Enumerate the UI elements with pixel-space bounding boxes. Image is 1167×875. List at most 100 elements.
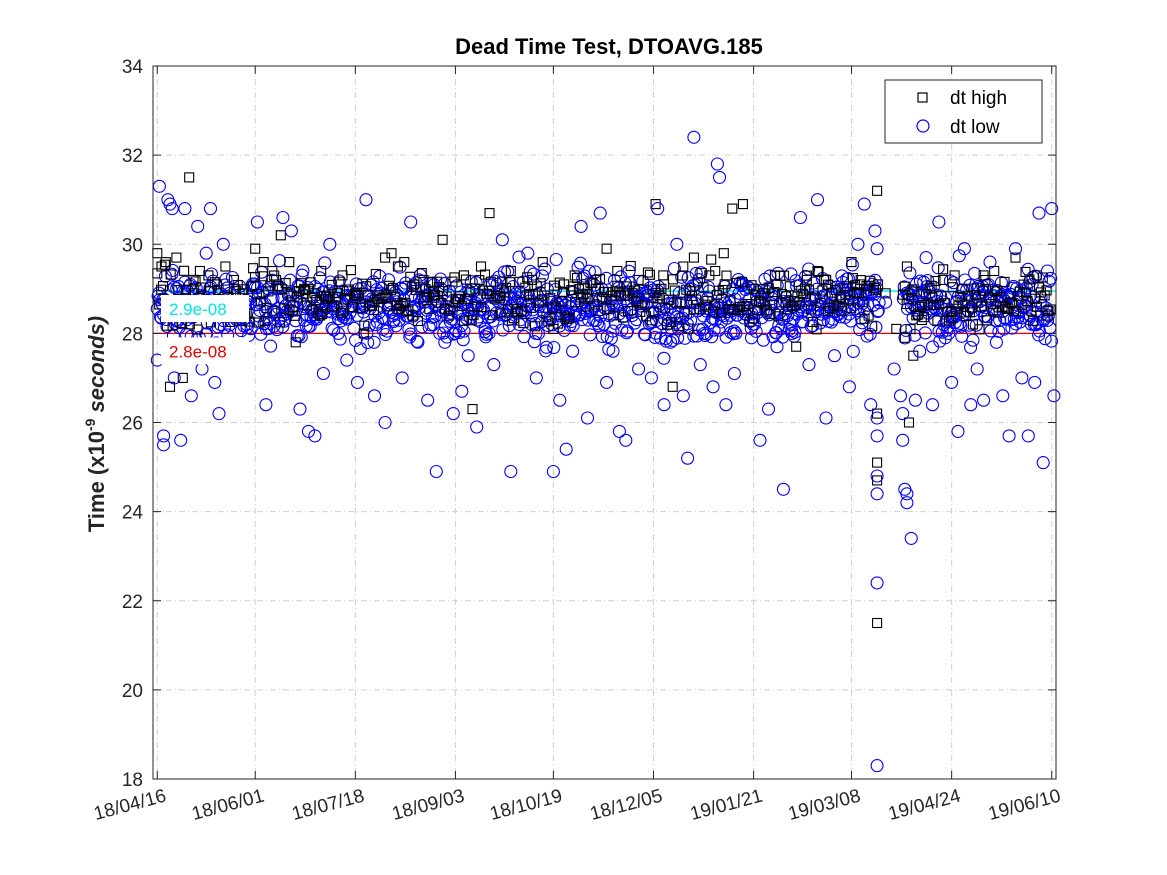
dt-low-point — [625, 309, 639, 323]
dt-high-point — [809, 292, 820, 303]
dt-high-point — [343, 284, 354, 295]
dt-high-point — [569, 270, 580, 281]
dt-low-point — [541, 318, 555, 333]
dt-high-point — [1041, 285, 1052, 296]
dt-high-point — [1028, 315, 1039, 326]
dt-low-point — [606, 324, 620, 338]
dt-high-point — [792, 291, 803, 302]
dt-low-point — [669, 316, 683, 330]
dt-high-point — [211, 279, 222, 290]
dt-high-point — [470, 283, 481, 294]
dt-low-point — [259, 398, 273, 412]
dt-low-point — [546, 464, 560, 479]
dt-low-point — [244, 322, 258, 336]
dt-high-point — [855, 279, 866, 290]
y-tick-label: 32 — [122, 146, 143, 167]
dt-high-point — [835, 292, 846, 303]
dt-high-point — [675, 297, 686, 308]
dt-high-point — [368, 305, 379, 316]
dt-high-point — [220, 261, 231, 272]
dt-high-point — [991, 286, 1002, 297]
dt-high-point — [803, 285, 815, 296]
dt-high-point — [659, 279, 670, 290]
dt-low-point — [966, 333, 980, 347]
dt-high-point — [918, 312, 930, 323]
dt-high-point — [292, 292, 303, 303]
dt-low-point — [480, 327, 494, 341]
dt-high-point — [246, 281, 257, 292]
dt-high-point — [993, 307, 1004, 318]
dt-high-point — [622, 306, 633, 317]
dt-low-point — [362, 318, 376, 332]
dt-low-point — [998, 311, 1012, 325]
dt-low-point — [488, 274, 502, 288]
dt-low-point — [932, 215, 946, 229]
dt-low-point — [854, 311, 868, 325]
dt-high-point — [160, 257, 171, 268]
dt-high-point — [706, 254, 717, 265]
dt-low-point — [547, 340, 561, 355]
dt-high-point — [612, 265, 623, 277]
dt-low-point — [810, 193, 825, 207]
dt-high-point — [932, 315, 943, 326]
dt-high-point — [537, 257, 548, 268]
dt-low-point — [904, 531, 918, 545]
dt-low-point — [446, 407, 460, 421]
dt-low-point — [806, 319, 820, 333]
dt-low-point — [157, 438, 171, 452]
dt-high-point — [177, 372, 188, 383]
dt-high-point — [560, 311, 571, 322]
dt-high-point — [968, 283, 979, 294]
dt-low-point — [308, 429, 322, 443]
dt-high-point — [418, 295, 429, 306]
dt-low-point — [438, 335, 452, 349]
reference-labels: 2.9e-08 2.8e-08 — [161, 295, 249, 365]
dt-high-point — [255, 296, 266, 307]
legend-label-low: dt low — [950, 117, 1000, 138]
dt-low-point — [367, 389, 382, 403]
dt-high-point — [502, 303, 514, 314]
dt-low-point — [433, 272, 448, 286]
dt-low-point — [819, 411, 833, 425]
dt-low-point — [727, 324, 741, 338]
dt-high-point — [823, 279, 834, 290]
dt-high-point — [267, 265, 278, 277]
dt-low-point — [952, 249, 966, 263]
dt-low-point — [851, 237, 865, 251]
dt-high-point — [1007, 298, 1018, 309]
dt-low-point — [712, 323, 726, 337]
dt-low-point — [395, 371, 409, 385]
dt-low-point — [997, 322, 1011, 336]
y-tick-label: 30 — [122, 235, 143, 256]
dt-high-point — [156, 284, 167, 295]
dt-high-point — [495, 292, 506, 303]
dt-high-point — [556, 296, 567, 307]
dt-low-point — [549, 252, 563, 267]
dt-high-point — [399, 257, 410, 268]
dt-high-point — [332, 288, 343, 299]
dt-low-point — [529, 371, 543, 385]
dt-low-point — [294, 330, 308, 344]
dt-high-point — [865, 275, 876, 286]
dt-high-point — [928, 299, 939, 310]
dt-low-point — [421, 393, 435, 407]
dt-high-point — [428, 287, 439, 298]
dt-high-point — [397, 298, 408, 309]
dt-low-point — [813, 316, 827, 330]
dt-high-point — [407, 282, 418, 293]
dt-high-point — [920, 288, 931, 299]
dt-high-point — [284, 257, 295, 268]
dt-high-point — [699, 301, 710, 312]
dt-high-point — [961, 311, 972, 322]
dt-low-point — [1047, 389, 1061, 403]
dt-high-point — [863, 310, 874, 321]
dt-low-point — [693, 358, 707, 372]
dt-low-point — [753, 433, 767, 447]
dt-low-point — [276, 210, 290, 225]
legend: dt high dt low — [884, 79, 1043, 144]
dt-high-point — [426, 276, 437, 287]
dt-low-point — [531, 327, 545, 341]
dt-low-point — [404, 215, 418, 229]
dt-low-point — [908, 393, 922, 407]
dt-high-point — [648, 307, 659, 318]
